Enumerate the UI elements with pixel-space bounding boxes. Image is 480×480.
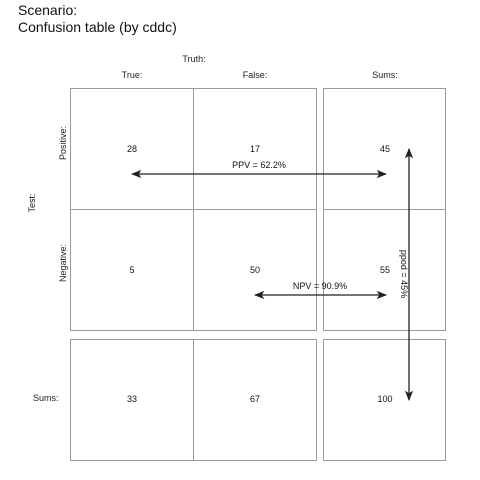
npv-label: NPV = 90.9% bbox=[292, 281, 348, 291]
value-positive-sum: 45 bbox=[379, 144, 391, 154]
value-true-positive: 28 bbox=[126, 144, 138, 154]
col-header-sums: Sums: bbox=[372, 70, 398, 80]
value-total: 100 bbox=[377, 394, 393, 404]
cell-negative-sum bbox=[323, 209, 446, 331]
row-header-sums: Sums: bbox=[33, 393, 59, 403]
cell-false-sum bbox=[193, 339, 317, 461]
scenario-label: Scenario: bbox=[18, 2, 78, 18]
cell-total bbox=[323, 339, 446, 461]
value-false-positive: 17 bbox=[249, 144, 261, 154]
cell-true-sum bbox=[70, 339, 194, 461]
value-false-negative: 5 bbox=[129, 265, 135, 275]
truth-header: Truth: bbox=[182, 54, 206, 64]
chart-title: Confusion table (by cddc) bbox=[18, 19, 177, 35]
cell-false-negative bbox=[70, 209, 194, 331]
title-block: Scenario: Confusion table (by cddc) bbox=[18, 2, 177, 36]
cell-true-positive bbox=[70, 88, 194, 210]
cell-true-negative bbox=[193, 209, 317, 331]
value-true-sum: 33 bbox=[126, 394, 138, 404]
col-header-true: True: bbox=[121, 70, 143, 80]
value-true-negative: 50 bbox=[249, 265, 261, 275]
value-negative-sum: 55 bbox=[379, 265, 391, 275]
col-header-false: False: bbox=[242, 70, 268, 80]
cell-false-positive bbox=[193, 88, 317, 210]
ppv-label: PPV = 62.2% bbox=[232, 160, 286, 170]
value-false-sum: 67 bbox=[249, 394, 261, 404]
ppod-label: ppod = 45% bbox=[399, 249, 409, 299]
